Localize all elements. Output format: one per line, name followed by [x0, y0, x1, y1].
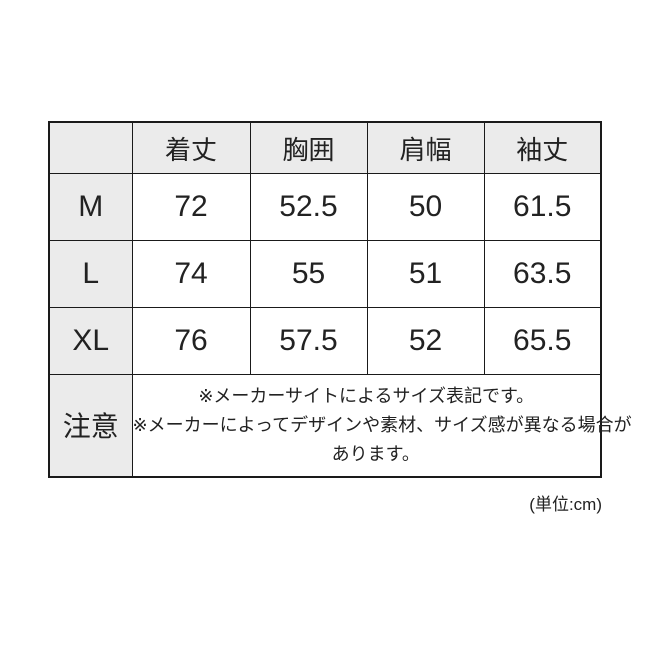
- table-cell: 52: [366, 307, 485, 375]
- header-row: 着丈 胸囲 肩幅 袖丈: [48, 121, 602, 174]
- note-cell: ※メーカーサイトによるサイズ表記です。 ※メーカーによってデザインや素材、サイズ…: [131, 374, 632, 477]
- row-label-l: L: [48, 240, 133, 308]
- table-cell: 74: [131, 240, 251, 308]
- size-table: 着丈 胸囲 肩幅 袖丈 M 72 52.5 50 61.5 L 74 55 51…: [48, 121, 632, 478]
- table-cell: 65.5: [483, 307, 602, 375]
- table-cell: 51: [366, 240, 485, 308]
- table-cell: 52.5: [249, 173, 368, 241]
- column-header-sleeve: 袖丈: [483, 121, 602, 174]
- note-label: 注意: [48, 374, 133, 477]
- column-header-shoulder: 肩幅: [366, 121, 485, 174]
- column-header-body-length: 着丈: [131, 121, 251, 174]
- unit-label: (単位:cm): [529, 495, 602, 514]
- table-row-m: M 72 52.5 50 61.5: [48, 173, 602, 241]
- table-cell: 57.5: [249, 307, 368, 375]
- note-line: ※メーカーによってデザインや素材、サイズ感が異なる場合が: [132, 414, 632, 435]
- note-row: 注意 ※メーカーサイトによるサイズ表記です。 ※メーカーによってデザインや素材、…: [48, 374, 632, 477]
- row-label-xl: XL: [48, 307, 133, 375]
- table-cell: 55: [249, 240, 368, 308]
- column-header-chest: 胸囲: [249, 121, 368, 174]
- table-cell: 63.5: [483, 240, 602, 308]
- note-line: ※メーカーサイトによるサイズ表記です。: [198, 385, 535, 406]
- corner-cell: [48, 121, 133, 174]
- table-cell: 61.5: [483, 173, 602, 241]
- table-cell: 76: [131, 307, 251, 375]
- row-label-m: M: [48, 173, 133, 241]
- table-cell: 72: [131, 173, 251, 241]
- table-row-l: L 74 55 51 63.5: [48, 240, 602, 308]
- table-cell: 50: [366, 173, 485, 241]
- table-row-xl: XL 76 57.5 52 65.5: [48, 307, 602, 375]
- note-line: あります。: [331, 443, 420, 464]
